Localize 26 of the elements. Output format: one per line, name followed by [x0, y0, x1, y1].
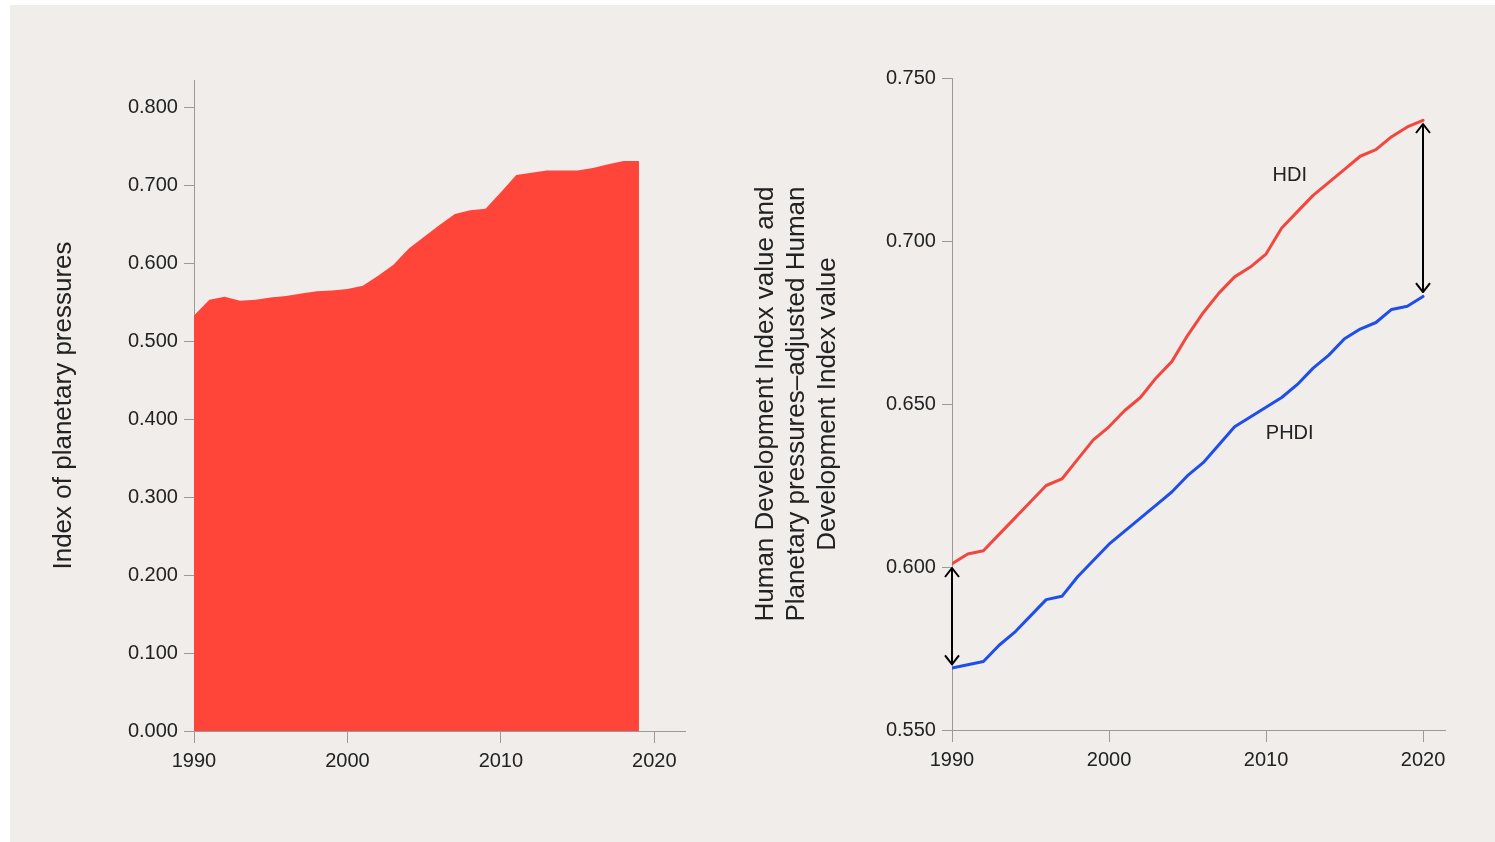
y-tick-label: 0.600 [885, 554, 936, 577]
y-tick-label: 0.750 [885, 65, 936, 88]
x-tick-label: 2010 [478, 748, 524, 771]
x-tick-label: 2000 [1086, 747, 1132, 770]
x-tick-label: 2010 [1243, 747, 1289, 770]
x-tick-label: 1990 [171, 748, 217, 771]
y-tick-label: 0.300 [127, 484, 178, 507]
y-tick-label: 0.400 [127, 406, 178, 429]
series-label: HDI [1272, 163, 1307, 186]
y-axis-title: Human Development Index value and Planetary pressures–adjusted Human Development Index value [748, 186, 842, 622]
y-tick-label: 0.700 [885, 228, 936, 251]
y-tick-label: 0.550 [885, 717, 936, 740]
y-tick-label: 0.100 [127, 640, 178, 663]
y-tick-label: 0.650 [885, 391, 936, 414]
x-tick-label: 2020 [632, 748, 677, 771]
y-tick-label: 0.600 [127, 250, 178, 273]
y-tick-label: 0.000 [127, 718, 178, 741]
y-tick-label: 0.200 [127, 562, 178, 585]
x-tick-label: 2020 [1400, 747, 1446, 770]
y-tick-label: 0.500 [127, 328, 178, 351]
x-tick-label: 2000 [325, 748, 370, 771]
series-label: PHDI [1265, 421, 1314, 443]
y-axis-title: Index of planetary pressures [46, 241, 77, 570]
x-tick-label: 1990 [929, 747, 975, 770]
y-tick-label: 0.700 [127, 172, 178, 195]
y-tick-label: 0.800 [127, 94, 178, 117]
